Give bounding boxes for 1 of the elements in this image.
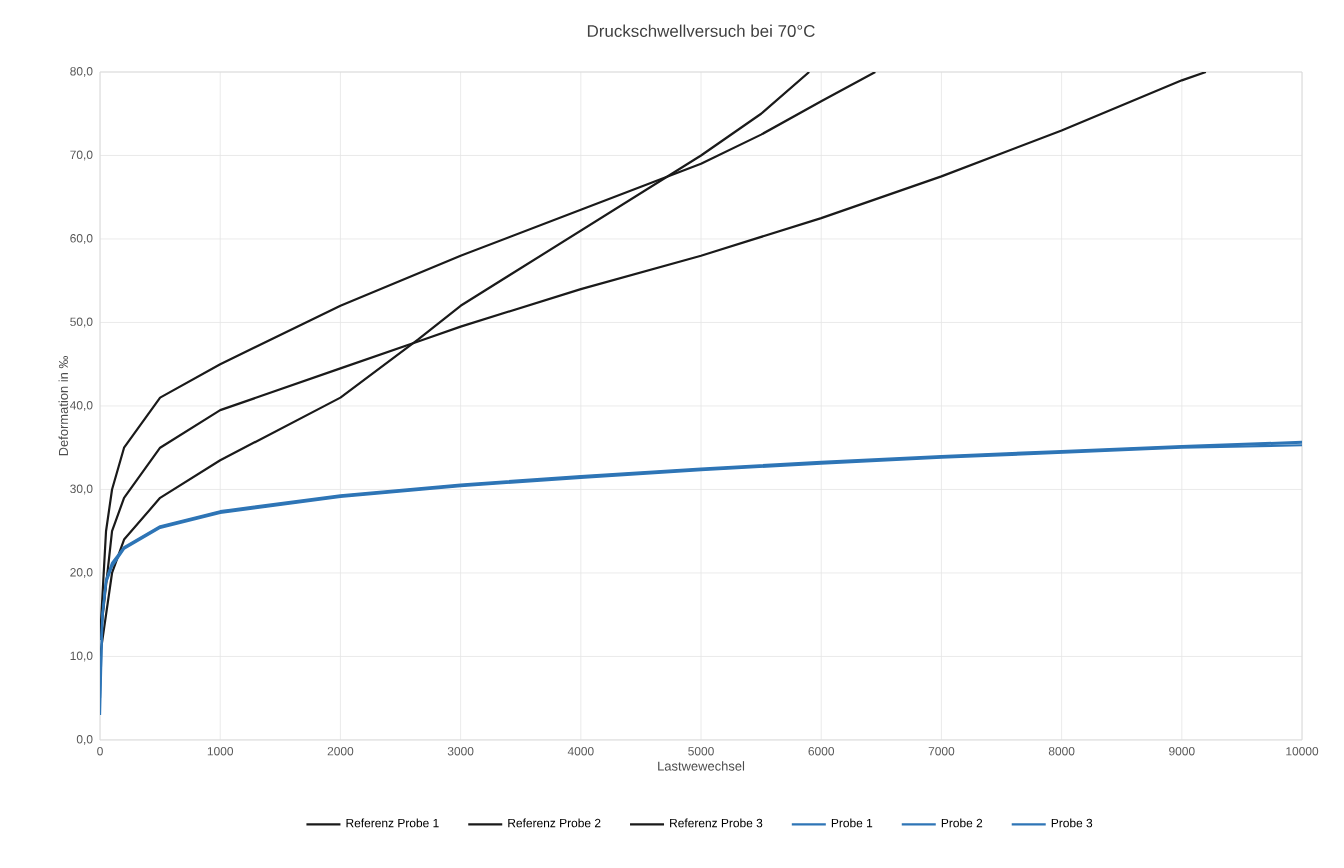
chart-title: Druckschwellversuch bei 70°C (587, 24, 815, 37)
